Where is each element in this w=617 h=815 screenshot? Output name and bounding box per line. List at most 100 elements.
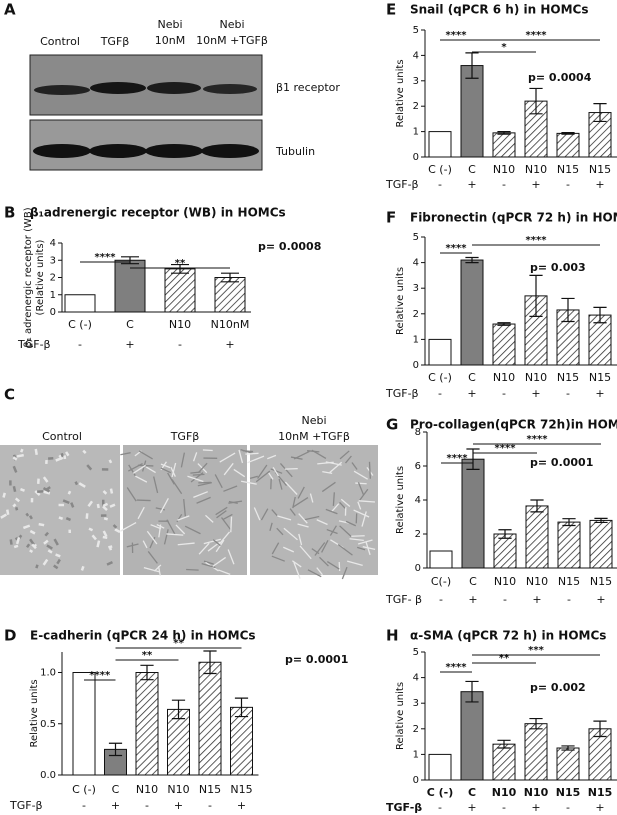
cell [337,544,353,556]
significance-label: **** [495,443,517,454]
treatment-sign: + [125,338,134,351]
cell [355,482,367,485]
bar [164,268,196,313]
treatment-label: TGF-β [17,338,51,351]
x-tick-label: C (-) [68,318,92,331]
y-axis-label: Relative units [395,682,406,750]
blot-band [90,82,146,94]
cell [345,455,352,464]
cell [297,486,305,499]
cell [171,479,183,495]
error-bar [465,256,479,264]
significance-label: **** [446,662,468,673]
cell [307,450,320,453]
treatment-label: TGF- β [385,593,422,606]
cell [192,452,198,462]
significance-label: ** [175,258,186,269]
treatment-sign: - [502,387,506,400]
cell [102,535,108,540]
cell [222,513,233,521]
error-bar [497,739,511,749]
cell [247,455,265,464]
cell [166,519,176,535]
p-value: p= 0.003 [530,261,586,274]
cell [55,457,62,462]
cell [339,450,350,460]
error-bar [171,699,186,720]
significance-label: * [501,42,507,53]
treatment-sign: + [595,801,604,814]
cell [357,539,373,545]
cell [227,549,235,565]
cell [304,515,320,521]
treatment-sign: - [145,799,149,812]
cell [142,540,148,549]
cell [171,462,177,478]
x-tick-label: N10 [136,783,158,796]
cell [183,498,186,517]
cell [216,510,227,519]
cell [15,506,19,511]
x-tick-label: C [468,163,476,176]
x-tick-label: C (-) [427,786,454,799]
error-bar [465,680,479,703]
cell [309,493,314,503]
cell [43,490,51,495]
bar [556,747,580,781]
lane-label: 10nM [155,34,185,47]
cell [351,535,365,537]
error-bar [593,103,607,123]
cell [160,463,171,469]
cell [203,560,214,565]
bar [428,753,452,781]
cell [180,452,186,468]
cell [16,453,24,458]
cell [332,492,335,506]
cell [43,539,49,545]
bar [198,661,222,776]
cell [293,562,301,579]
cell [253,507,261,521]
cell [103,517,108,521]
treatment-sign: + [467,387,476,400]
cell [102,505,108,512]
x-tick-label: N10 [493,163,515,176]
cell [128,462,143,472]
cell [358,500,376,503]
cell [163,529,169,545]
cell [138,450,153,460]
y-axis-label: Relative units [395,267,406,335]
significance-label: **** [527,434,549,445]
x-tick-label: C(-) [431,575,451,588]
bar [135,672,159,776]
x-tick-label: N10 [526,575,548,588]
blot-band [203,84,257,94]
cell [25,512,30,517]
treatment-sign: - [566,387,570,400]
cell [53,538,59,546]
lane-label: Control [40,35,80,48]
treatment-sign: + [596,593,605,606]
cell [12,465,18,473]
treatment-sign: + [531,178,540,191]
cell [187,475,204,483]
cell [91,534,97,541]
error-bar [203,650,217,675]
cell [46,544,53,550]
treatment-sign: + [595,387,604,400]
cell [219,452,236,463]
y-tick-label: 0.5 [40,719,56,730]
cell [20,448,24,453]
cell [339,501,346,509]
x-tick-label: N10 [493,371,515,384]
cell [146,530,158,545]
lane-label: Nebi [157,18,182,31]
p-value: p= 0.0001 [530,456,593,469]
cell [143,567,160,573]
cell [14,497,21,503]
x-tick-label: N10 [167,783,189,796]
cell [317,461,334,465]
y-tick-label: 4 [413,258,419,269]
treatment-label: TGF-β [9,799,43,812]
cell [177,515,190,521]
